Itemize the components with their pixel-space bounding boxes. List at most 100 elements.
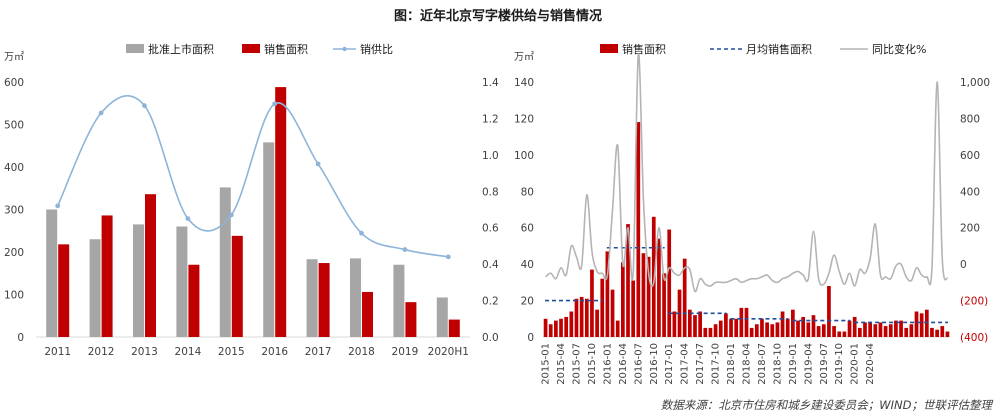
legend-label-monthly-sales: 销售面积 (622, 42, 666, 56)
bar-sales (405, 302, 417, 337)
bar-monthly-sales (842, 331, 847, 337)
bar-monthly-sales (816, 326, 821, 337)
bar-supply (306, 259, 318, 337)
bar-sales (231, 235, 243, 337)
bar-monthly-sales (698, 311, 702, 337)
left-tick-label: 500 (4, 120, 24, 132)
bar-monthly-sales (595, 309, 599, 337)
bar-monthly-sales (796, 320, 800, 337)
x-tick-label: 2019 (392, 346, 419, 358)
left-tick-label: 600 (4, 77, 24, 89)
bar-sales (101, 215, 113, 337)
bar-monthly-sales (579, 296, 584, 337)
bar-monthly-sales (590, 269, 594, 337)
y-axis-unit: 万㎡ (4, 51, 24, 63)
bar-monthly-sales (930, 327, 934, 337)
x-tick-label: 2018-01 (726, 343, 737, 385)
x-tick-label: 2016-07 (633, 343, 644, 385)
bar-monthly-sales (888, 324, 893, 337)
bar-monthly-sales (924, 309, 929, 337)
bar-sales (188, 264, 200, 337)
left-tick-label: 400 (4, 162, 24, 174)
x-tick-label: 2019-01 (788, 343, 799, 385)
bar-monthly-sales (878, 322, 883, 337)
ratio-point (98, 110, 104, 116)
bar-monthly-sales (574, 298, 579, 337)
bar-monthly-sales (569, 311, 574, 337)
x-tick-label: 2018 (348, 346, 375, 358)
bar-monthly-sales (584, 298, 589, 337)
left-tick-label: 20 (521, 296, 534, 308)
source-note: 数据来源：北京市住房和城乡建设委员会；WIND；世联评估整理 (661, 398, 994, 412)
bar-monthly-sales (744, 307, 749, 337)
bar-monthly-sales (662, 273, 666, 337)
bar-supply (436, 297, 448, 337)
x-tick-label: 2019-07 (819, 343, 830, 385)
ratio-point (359, 230, 364, 236)
legend-label-ratio: 销供比 (360, 42, 393, 56)
y-axis-unit: 万㎡ (514, 51, 534, 63)
ratio-point (272, 101, 278, 107)
bar-monthly-sales (749, 327, 754, 337)
bar-supply (89, 239, 101, 337)
x-tick-label: 2016 (261, 346, 288, 358)
right-tick-label: 0.8 (482, 186, 499, 198)
bar-monthly-sales (827, 286, 831, 337)
bar-monthly-sales (559, 318, 563, 337)
ratio-point (402, 247, 408, 252)
left-tick-label: 80 (521, 186, 534, 198)
bar-monthly-sales (821, 324, 826, 337)
bar-supply (219, 187, 231, 337)
legend-label-avg: 月均销售面积 (746, 42, 812, 56)
bar-monthly-sales (770, 324, 775, 337)
x-tick-label: 2020H1 (428, 346, 469, 358)
bar-monthly-sales (868, 322, 873, 337)
bar-monthly-sales (904, 327, 909, 337)
bar-supply (263, 142, 275, 337)
bar-monthly-sales (657, 238, 661, 337)
bar-monthly-sales (940, 326, 945, 337)
right-tick-label: 1.4 (482, 77, 499, 89)
right-tick-label: 1.0 (482, 150, 499, 162)
legend: 销售面积 月均销售面积 同比变化% (600, 42, 926, 56)
bar-sales (58, 244, 70, 337)
bar-monthly-sales (863, 322, 867, 337)
bar-monthly-sales (935, 329, 939, 337)
x-tick-label: 2016-04 (618, 343, 629, 385)
bar-monthly-sales (543, 318, 548, 337)
right-tick-label: 0 (960, 259, 967, 271)
right-tick-label: 600 (960, 150, 980, 162)
bar-monthly-sales (687, 309, 692, 337)
bar-monthly-sales (693, 315, 697, 337)
ratio-point (315, 161, 321, 167)
ratio-point (142, 103, 147, 109)
bar-monthly-sales (914, 311, 919, 337)
bar-monthly-sales (945, 331, 950, 337)
x-tick-label: 2017 (305, 346, 332, 358)
bar-monthly-sales (791, 309, 795, 337)
bar-sales (362, 291, 373, 337)
x-tick-label: 2015-07 (571, 343, 582, 385)
right-tick-label: 800 (960, 113, 980, 125)
legend-swatch-sales (242, 44, 260, 53)
bar-monthly-sales (641, 253, 646, 337)
bar-monthly-sales (811, 315, 816, 337)
ratio-point (228, 212, 234, 218)
x-tick-label: 2015-04 (556, 343, 567, 385)
x-tick-label: 2017-07 (695, 343, 706, 385)
bar-monthly-sales (919, 313, 924, 337)
bar-monthly-sales (832, 326, 836, 337)
bar-monthly-sales (564, 316, 569, 337)
left-tick-label: 140 (514, 77, 534, 89)
bar-monthly-sales (894, 320, 898, 337)
bar-monthly-sales (899, 320, 903, 337)
right-tick-label: 0.2 (482, 296, 499, 308)
bar-monthly-sales (775, 322, 780, 337)
x-tick-label: 2020-04 (865, 343, 876, 385)
x-tick-label: 2017-10 (711, 343, 722, 385)
left-tick-label: 120 (514, 113, 534, 125)
ratio-point (445, 254, 451, 260)
